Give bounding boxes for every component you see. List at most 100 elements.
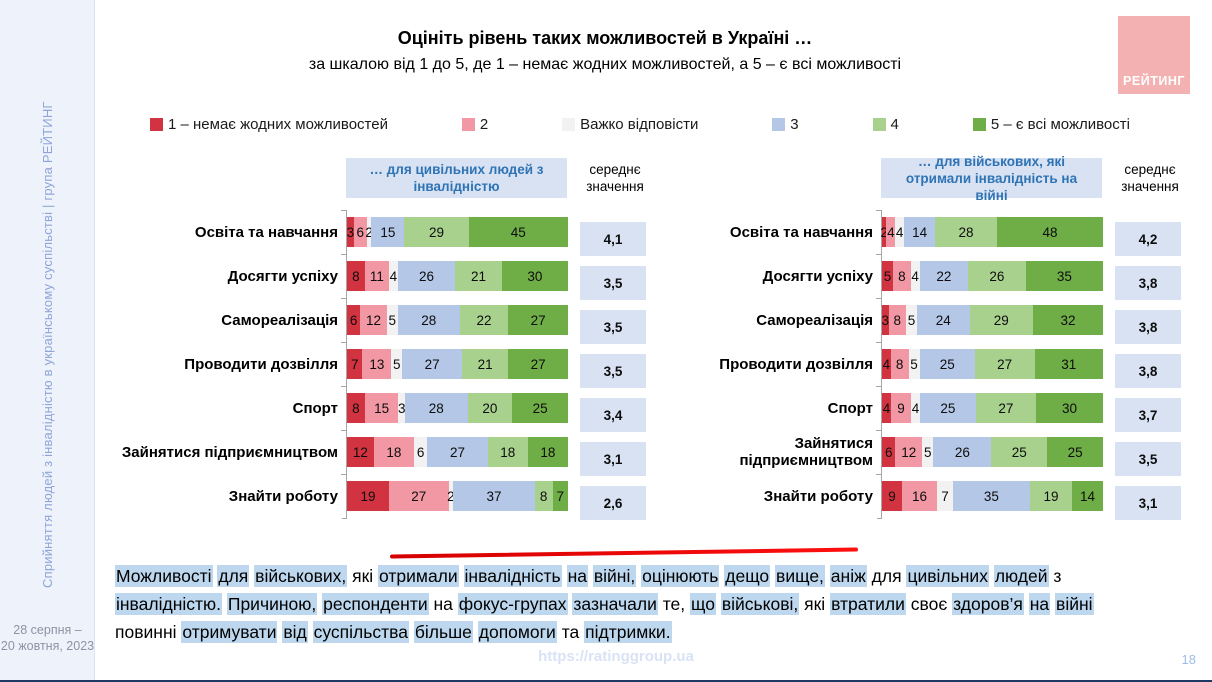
bar-segment-value: 21 [470, 268, 487, 284]
bar-segment-value: 2 [447, 488, 455, 504]
bar-segment: 11 [364, 261, 389, 291]
note-word-highlighted: військові, [720, 593, 800, 615]
rating-logo: РЕЙТИНГ [1118, 16, 1190, 94]
mean-cell: 3,7 [1115, 393, 1181, 437]
footer-url-link[interactable]: https://ratinggroup.ua [538, 648, 694, 665]
header-spacer [118, 158, 346, 198]
bar-segment-value: 28 [428, 400, 444, 416]
page-subtitle: за шкалою від 1 до 5, де 1 – немає жодни… [308, 56, 902, 73]
bar-segment-value: 19 [1043, 488, 1059, 504]
bar-segment-value: 12 [352, 444, 368, 460]
bar-segment-value: 27 [998, 400, 1014, 416]
bar-segment-value: 31 [1061, 356, 1077, 372]
bar-segment-value: 27 [424, 356, 440, 372]
legend-item-5: 4 [872, 116, 899, 133]
mean-cell: 3,8 [1115, 305, 1181, 349]
bar-segment-value: 45 [510, 224, 526, 240]
bar-segment: 6 [347, 305, 361, 335]
note-word: повинні [115, 622, 177, 642]
note-word-highlighted: суспільства [312, 621, 409, 643]
bar-segment: 27 [508, 349, 568, 379]
bars-column: 2 4 4 14 28 48 5 8 4 22 26 35 3 8 5 24 29 32 4 8 5 25 27 31 4 9 4 2… [876, 210, 1104, 519]
bar-segment-value: 19 [360, 488, 376, 504]
legend-swatch-icon [461, 118, 475, 131]
note-word: які [352, 566, 374, 586]
legend-item-2: 2 [461, 116, 488, 133]
mean-cell: 2,6 [580, 481, 646, 525]
legend-swatch-icon [150, 118, 163, 131]
bar-segment-value: 18 [500, 444, 516, 460]
bar-segment-value: 8 [352, 268, 360, 284]
bar-segment-value: 15 [380, 224, 396, 240]
category-label: Спорт [827, 399, 873, 417]
panel-body: Освіта та навчання Досягти успіху Самореал… [118, 210, 651, 520]
legend-label: 1 – немає жодних можливостей [168, 116, 388, 133]
bar-segment: 7 [347, 349, 363, 379]
bar-segment: 8 [893, 261, 911, 291]
category-label: Знайти роботу [228, 487, 338, 505]
legend-label: Важко відповісти [580, 116, 699, 133]
bar-segment: 37 [453, 481, 535, 511]
bar-segment: 4 [910, 261, 920, 291]
bar-segment: 45 [468, 217, 569, 247]
mean-cell: 3,5 [580, 305, 646, 349]
bar-segment: 21 [461, 349, 509, 379]
bar-segment-value: 22 [476, 312, 492, 328]
category-label: Досягти успіху [762, 267, 873, 285]
header: Оцініть рівень таких можливостей в Украї… [95, 28, 1115, 74]
bar-segment-value: 21 [477, 356, 493, 372]
bar-segment-value: 27 [530, 312, 546, 328]
stacked-bar: 3 8 5 24 29 32 [876, 298, 1103, 335]
bar-segment-value: 24 [935, 312, 951, 328]
bar-segment-value: 14 [912, 224, 928, 240]
bar-segment-value: 9 [888, 488, 896, 504]
bar-segment: 9 [882, 481, 902, 511]
category-label: Самореалізація [221, 311, 338, 329]
bar-segment-value: 4 [911, 400, 920, 416]
bar-segment: 25 [919, 349, 975, 379]
mean-value-box: 3,4 [580, 398, 646, 432]
note-word-highlighted: війні [1055, 593, 1094, 615]
bar-segment-value: 25 [1011, 444, 1027, 460]
bar-segment: 4 [895, 217, 905, 247]
bar-segment: 3 [882, 305, 889, 335]
panel-body: Освіта та навчання Досягти успіху Самореал… [703, 210, 1186, 520]
bar-segment: 27 [427, 437, 488, 467]
note-word: та [561, 622, 580, 642]
bar-segment-value: 6 [349, 312, 358, 328]
stacked-bar: 6 12 5 28 22 27 [341, 298, 568, 335]
bar-segment: 25 [1047, 437, 1103, 467]
stacked-bar: 4 9 4 25 27 30 [876, 386, 1103, 423]
panel-military: … для військових, які отримали інвалідні… [703, 154, 1186, 520]
bar-segment: 27 [974, 349, 1035, 379]
mean-cell: 3,5 [580, 261, 646, 305]
bar-segment: 25 [991, 437, 1048, 467]
bar-segment: 8 [347, 261, 365, 291]
bar-segment-value: 4 [882, 356, 891, 372]
category-label: Знайти роботу [763, 487, 873, 505]
bar-segment-value: 4 [887, 224, 895, 240]
bar-segment-value: 32 [1060, 312, 1076, 328]
bar-segment-value: 8 [893, 312, 902, 328]
note-word-highlighted: оцінюють [641, 565, 720, 587]
bar-segment: 6 [882, 437, 896, 467]
bar-segment-value: 22 [936, 268, 952, 284]
bar-segment-value: 8 [895, 356, 904, 372]
mean-cell: 3,1 [580, 437, 646, 481]
bar-segment-value: 6 [356, 224, 365, 240]
bar-segment: 5 [906, 305, 917, 335]
bar-segment: 27 [508, 305, 568, 335]
note-word: те, [662, 594, 686, 614]
bar-segment-value: 26 [419, 268, 435, 284]
charts: … для цивільних людей з інвалідністю сере… [118, 154, 1186, 520]
mean-cell: 3,8 [1115, 261, 1181, 305]
bar-segment-value: 48 [1042, 224, 1058, 240]
bar-segment-value: 8 [352, 400, 360, 416]
mean-cell: 4,1 [580, 217, 646, 261]
panel-title-band: … для цивільних людей з інвалідністю [346, 158, 567, 198]
bar-segment-value: 2 [365, 224, 373, 240]
bar-segment: 30 [501, 261, 568, 291]
mean-column-header: середнє значення [586, 162, 644, 194]
bar-segment: 29 [969, 305, 1033, 335]
bar-segment-value: 5 [910, 356, 918, 372]
